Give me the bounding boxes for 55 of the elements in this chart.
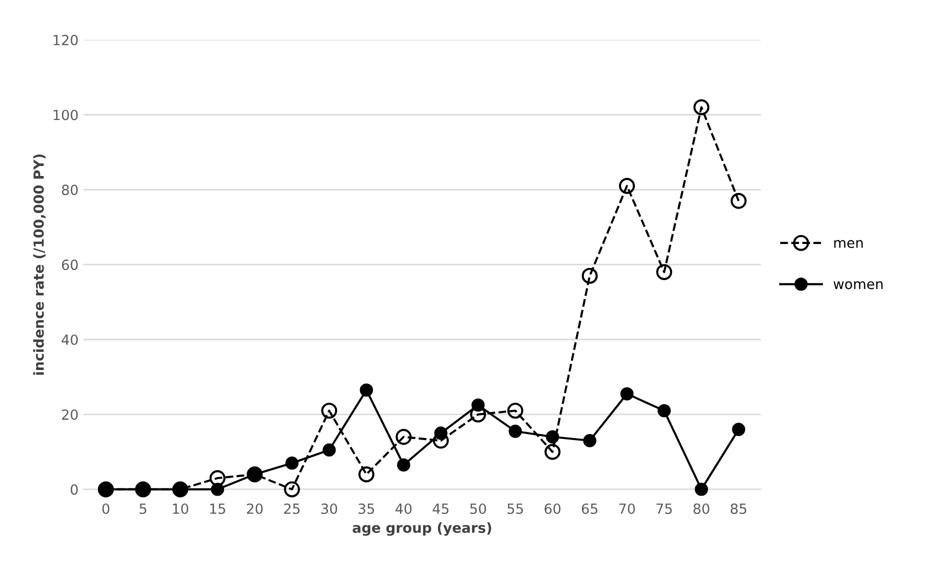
x-tick-label: 35 xyxy=(358,503,374,514)
x-tick-label: 25 xyxy=(284,503,300,514)
x-tick-label: 15 xyxy=(210,504,226,514)
x-tick-label: 40 xyxy=(395,503,412,514)
point xyxy=(360,383,374,397)
x-tick-label: 70 xyxy=(619,503,635,514)
x-tick-label: 0 xyxy=(102,503,110,514)
y-tick-label: 40 xyxy=(62,334,78,345)
x-tick-label: 20 xyxy=(246,503,263,514)
point xyxy=(618,178,635,194)
point xyxy=(656,264,672,280)
y-tick-label: 0 xyxy=(70,484,78,495)
x-tick-label: 80 xyxy=(694,503,710,514)
point xyxy=(508,424,522,438)
legend-label: men xyxy=(834,240,863,248)
point xyxy=(694,482,708,496)
point xyxy=(396,428,412,445)
point xyxy=(358,466,374,482)
x-tick-label: 5 xyxy=(140,504,146,514)
y-tick-label: 100 xyxy=(54,110,78,120)
x-tick-label: 55 xyxy=(508,504,523,514)
x-tick-label: 60 xyxy=(544,503,560,514)
x-axis-title: age group (years) xyxy=(352,522,492,536)
x-tick-label: 50 xyxy=(470,503,486,514)
point xyxy=(285,456,299,470)
point xyxy=(322,443,336,457)
x-tick-label: 10 xyxy=(172,503,188,514)
legend-label: women xyxy=(834,281,883,290)
point xyxy=(210,482,224,496)
point xyxy=(507,402,524,419)
point xyxy=(434,426,448,440)
point xyxy=(210,470,226,486)
y-tick-label: 60 xyxy=(62,260,78,270)
point xyxy=(321,402,338,419)
y-tick-label: 80 xyxy=(62,184,78,196)
y-axis-title: incidence rate (/100,000 PY) xyxy=(33,154,46,375)
point xyxy=(730,192,747,209)
point xyxy=(732,422,746,436)
x-tick-label: 30 xyxy=(321,503,338,514)
x-tick-label: 85 xyxy=(730,503,746,514)
point xyxy=(582,268,598,284)
x-tick-label: 45 xyxy=(432,504,448,514)
y-tick-label: 20 xyxy=(62,409,78,420)
point xyxy=(544,444,561,460)
point xyxy=(397,458,410,472)
point xyxy=(546,430,560,444)
y-tick-label: 120 xyxy=(54,34,78,46)
point xyxy=(583,434,596,448)
point xyxy=(693,99,710,116)
x-tick-label: 75 xyxy=(656,504,672,514)
point xyxy=(658,404,671,418)
point xyxy=(620,387,634,400)
point xyxy=(284,481,300,498)
point xyxy=(471,398,485,412)
x-tick-label: 65 xyxy=(582,503,598,514)
